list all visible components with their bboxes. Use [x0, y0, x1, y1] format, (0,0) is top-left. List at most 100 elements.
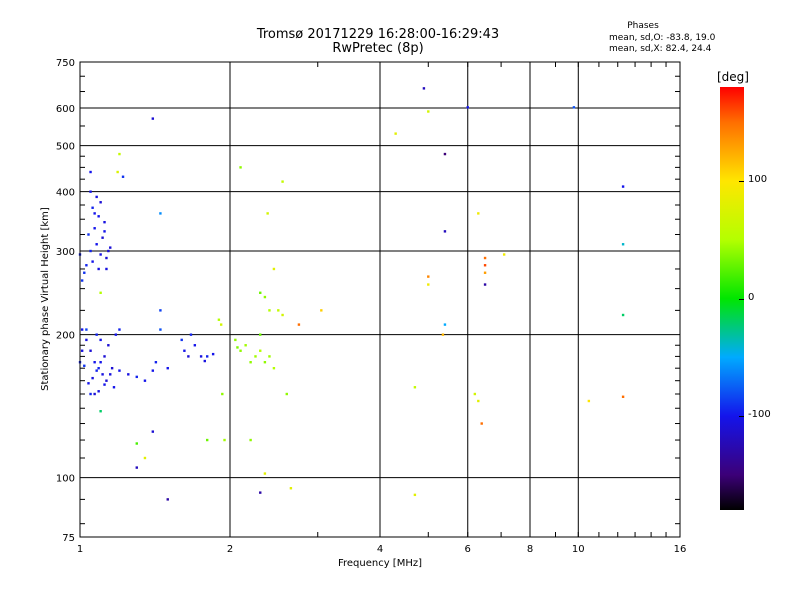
- data-point: [83, 271, 86, 274]
- y-tick-label: 300: [56, 247, 75, 258]
- data-point: [99, 291, 102, 295]
- data-point: [281, 313, 284, 317]
- data-point: [268, 309, 271, 312]
- data-point: [89, 249, 92, 253]
- data-point: [151, 117, 155, 120]
- data-point: [118, 328, 121, 331]
- data-point: [394, 132, 397, 135]
- data-point: [239, 166, 242, 169]
- data-point: [289, 487, 293, 490]
- data-point: [219, 323, 223, 326]
- data-point: [143, 379, 147, 382]
- data-point: [277, 309, 280, 312]
- data-point: [118, 152, 121, 156]
- data-point: [99, 253, 102, 256]
- data-point: [110, 366, 114, 370]
- data-point: [236, 346, 239, 349]
- data-point: [85, 328, 88, 331]
- data-point: [621, 243, 625, 246]
- data-point: [189, 333, 193, 336]
- data-point: [109, 246, 112, 249]
- y-tick-label: 600: [56, 104, 75, 115]
- data-point: [159, 212, 162, 215]
- grid-lines: [79, 61, 681, 537]
- data-point: [221, 392, 224, 396]
- data-point: [427, 283, 430, 286]
- y-tick-label: 400: [56, 188, 75, 199]
- data-point: [477, 212, 480, 215]
- chart-title-line1: Tromsø 20171229 16:28:00-16:29:43: [256, 27, 500, 42]
- data-point: [105, 267, 108, 271]
- x-tick-label: 2: [227, 544, 233, 555]
- data-point: [443, 152, 447, 156]
- data-point: [143, 456, 147, 460]
- data-point: [114, 333, 118, 336]
- colorbar-tick-label: 100: [748, 174, 768, 185]
- data-point: [97, 390, 100, 393]
- data-point: [254, 355, 257, 358]
- data-point: [477, 399, 480, 403]
- data-point: [87, 233, 90, 236]
- data-point: [249, 438, 252, 442]
- data-point: [441, 333, 445, 336]
- phases-heading: Phases: [627, 21, 659, 31]
- data-point: [483, 256, 487, 260]
- x-tick-label: 6: [465, 544, 471, 555]
- data-point: [116, 170, 119, 174]
- colorbar-tick-label: -100: [748, 409, 771, 420]
- data-point: [87, 382, 90, 385]
- data-point: [135, 466, 138, 469]
- data-point: [83, 364, 86, 367]
- phases-mean-o: mean, sd,O: -83.8, 19.0: [609, 33, 716, 43]
- data-point: [135, 375, 138, 379]
- data-point: [193, 344, 197, 347]
- data-point: [621, 313, 625, 317]
- data-point: [272, 267, 276, 271]
- data-point: [80, 328, 84, 331]
- data-point: [91, 206, 94, 209]
- y-tick-label: 75: [62, 533, 75, 544]
- x-tick-label: 4: [377, 544, 383, 555]
- data-point: [99, 361, 102, 364]
- data-point: [103, 355, 106, 358]
- data-point: [95, 333, 98, 336]
- data-point: [572, 106, 576, 109]
- y-tick-label: 750: [56, 58, 75, 69]
- x-tick-label: 8: [527, 544, 533, 555]
- data-point: [263, 295, 267, 299]
- data-point: [281, 180, 284, 183]
- data-point: [205, 355, 209, 358]
- axis-ticks: 1 2 4 6 8 10 16 75 100 200 300 400 500 600 750: [56, 58, 686, 555]
- data-point: [427, 275, 430, 278]
- data-point: [621, 185, 625, 188]
- data-point: [99, 338, 102, 342]
- data-point: [483, 264, 487, 267]
- data-point: [483, 283, 487, 286]
- colorbar-tick-mark: [739, 181, 744, 182]
- x-axis-label: Frequency [MHz]: [337, 558, 423, 569]
- data-point: [502, 253, 506, 256]
- data-point: [89, 170, 92, 174]
- data-point: [259, 291, 262, 295]
- data-point: [473, 392, 477, 396]
- x-tick-label: 1: [77, 544, 83, 555]
- data-point: [97, 215, 100, 218]
- data-point: [205, 438, 209, 442]
- data-point: [121, 175, 125, 178]
- data-point: [151, 369, 155, 372]
- data-point: [443, 323, 447, 326]
- data-point: [95, 195, 98, 199]
- data-point: [101, 236, 104, 239]
- data-point: [259, 349, 262, 352]
- y-tick-label: 200: [56, 331, 75, 342]
- data-point: [587, 399, 591, 403]
- data-point: [320, 309, 323, 312]
- data-point: [93, 392, 96, 396]
- y-tick-label: 500: [56, 142, 75, 153]
- data-point: [159, 309, 162, 312]
- data-point: [187, 355, 190, 358]
- data-point: [89, 392, 92, 396]
- colorbar-tick-mark: [739, 416, 744, 417]
- data-point: [249, 361, 252, 364]
